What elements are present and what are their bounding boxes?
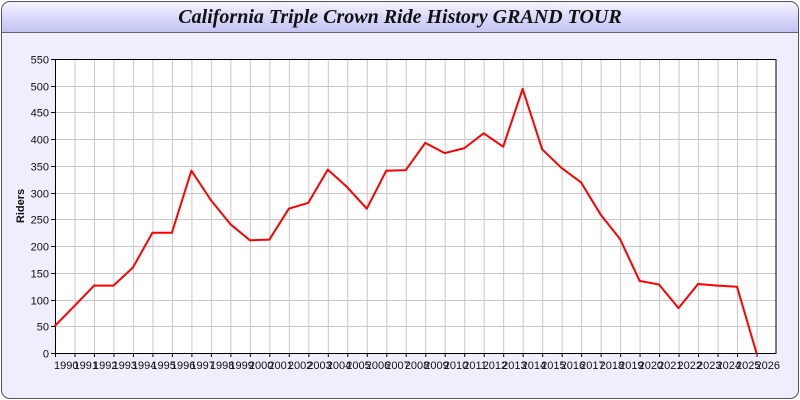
data-point xyxy=(463,147,466,150)
data-point xyxy=(521,87,524,90)
data-point xyxy=(385,169,388,172)
data-point xyxy=(541,148,544,151)
x-tick-label: 2013 xyxy=(502,360,526,372)
x-tick-label: 1990 xyxy=(54,360,78,372)
x-tick-label: 1997 xyxy=(190,360,214,372)
data-point xyxy=(482,132,485,135)
data-point xyxy=(424,141,427,144)
data-point xyxy=(307,201,310,204)
x-tick-label: 2001 xyxy=(268,360,292,372)
y-tick-label: 450 xyxy=(31,108,49,120)
plot-area xyxy=(55,59,776,353)
y-tick-label: 350 xyxy=(31,162,49,174)
x-tick-label: 1991 xyxy=(73,360,97,372)
x-tick-label: 2009 xyxy=(424,360,448,372)
x-tick-label: 2020 xyxy=(639,360,663,372)
x-tick-label: 2018 xyxy=(600,360,624,372)
x-tick-label: 2025 xyxy=(736,360,760,372)
data-point xyxy=(716,284,719,287)
data-point xyxy=(443,152,446,155)
x-tick-label: 2004 xyxy=(327,360,351,372)
data-point xyxy=(73,304,76,307)
data-point xyxy=(209,199,212,202)
data-point xyxy=(112,284,115,287)
data-point xyxy=(658,283,661,286)
data-point xyxy=(190,169,193,172)
y-tick-label: 300 xyxy=(31,189,49,201)
data-point xyxy=(287,207,290,210)
x-tick-label: 2023 xyxy=(697,360,721,372)
y-tick-label: 250 xyxy=(31,215,49,227)
x-tick-label: 1996 xyxy=(171,360,195,372)
title-bar: California Triple Crown Ride History GRA… xyxy=(2,2,798,33)
data-point xyxy=(131,266,134,269)
y-tick-label: 400 xyxy=(31,135,49,147)
data-point xyxy=(599,213,602,216)
y-tick-label: 100 xyxy=(31,296,49,308)
x-tick-label: 1999 xyxy=(229,360,253,372)
data-point xyxy=(229,223,232,226)
data-point xyxy=(248,239,251,242)
data-point xyxy=(365,207,368,210)
data-point xyxy=(92,284,95,287)
x-tick-label: 2014 xyxy=(522,360,546,372)
data-point xyxy=(560,167,563,170)
y-tick-label: 0 xyxy=(43,349,49,361)
data-point xyxy=(502,145,505,148)
x-tick-label: 2026 xyxy=(756,360,780,372)
x-tick-label: 2008 xyxy=(405,360,429,372)
data-point xyxy=(326,168,329,171)
x-tick-label: 1998 xyxy=(210,360,234,372)
data-point xyxy=(638,279,641,282)
data-point xyxy=(54,324,56,327)
x-tick-label: 2019 xyxy=(619,360,643,372)
x-tick-label: 2007 xyxy=(385,360,409,372)
x-tick-label: 2017 xyxy=(580,360,604,372)
x-tick-label: 2011 xyxy=(463,360,487,372)
x-tick-label: 2021 xyxy=(658,360,682,372)
y-tick-label: 50 xyxy=(37,322,49,334)
x-tick-label: 2005 xyxy=(346,360,370,372)
data-point xyxy=(170,231,173,234)
y-axis-label: Riders xyxy=(15,189,27,223)
x-tick-label: 2006 xyxy=(366,360,390,372)
data-point xyxy=(619,238,622,241)
data-point xyxy=(755,352,758,354)
x-tick-label: 1995 xyxy=(151,360,175,372)
data-point xyxy=(151,231,154,234)
data-point xyxy=(580,181,583,184)
x-tick-label: 1992 xyxy=(93,360,117,372)
x-tick-label: 1994 xyxy=(132,360,156,372)
y-tick-label: 500 xyxy=(31,82,49,94)
chart-title: California Triple Crown Ride History GRA… xyxy=(178,6,622,28)
plot-border xyxy=(55,59,777,354)
data-point xyxy=(697,283,700,286)
data-point xyxy=(736,285,739,288)
x-tick-label: 2016 xyxy=(561,360,585,372)
x-tick-label: 2012 xyxy=(483,360,507,372)
x-tick-label: 2024 xyxy=(717,360,741,372)
x-tick-label: 2010 xyxy=(444,360,468,372)
y-tick-label: 550 xyxy=(31,55,49,67)
x-tick-label: 2003 xyxy=(307,360,331,372)
y-tick-label: 200 xyxy=(31,242,49,254)
x-tick-label: 2015 xyxy=(541,360,565,372)
data-point xyxy=(404,169,407,172)
data-point xyxy=(677,307,680,310)
y-tick-label: 150 xyxy=(31,269,49,281)
data-point xyxy=(346,186,349,189)
x-tick-label: 1993 xyxy=(112,360,136,372)
x-tick-label: 2022 xyxy=(678,360,702,372)
x-tick-label: 2000 xyxy=(249,360,273,372)
data-point xyxy=(268,238,271,241)
x-tick-label: 2002 xyxy=(288,360,312,372)
